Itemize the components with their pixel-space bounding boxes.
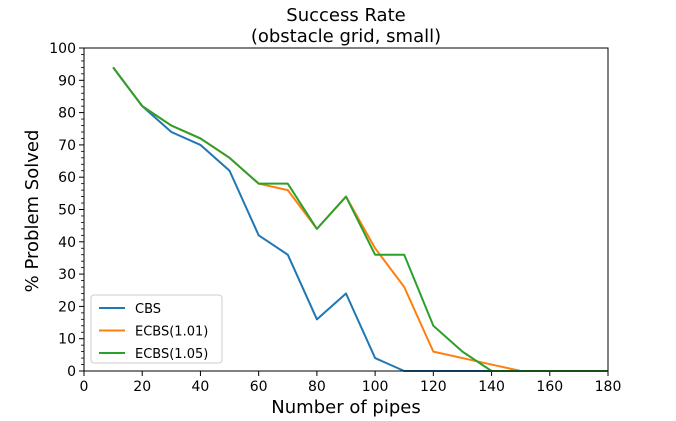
x-tick-label: 0 <box>80 379 89 395</box>
y-tick-label: 90 <box>58 73 76 89</box>
x-tick-label: 100 <box>362 379 389 395</box>
y-tick-label: 0 <box>67 364 76 380</box>
y-tick-label: 40 <box>58 235 76 251</box>
y-tick-label: 50 <box>58 203 76 219</box>
x-tick-label: 60 <box>250 379 268 395</box>
x-tick-label: 160 <box>536 379 563 395</box>
y-tick-label: 70 <box>58 138 76 154</box>
x-tick-label: 140 <box>478 379 505 395</box>
plot-frame <box>83 47 609 372</box>
x-axis-label: Number of pipes <box>271 397 420 417</box>
legend-label: ECBS(1.05) <box>135 347 208 362</box>
y-tick-label: 10 <box>58 332 76 348</box>
chart-subtitle: (obstacle grid, small) <box>251 26 441 47</box>
y-tick-label: 80 <box>58 106 76 122</box>
chart-title: Success Rate <box>286 5 405 26</box>
y-axis-label: % Problem Solved <box>22 130 43 293</box>
x-tick-label: 120 <box>420 379 447 395</box>
legend-label: CBS <box>135 302 161 317</box>
x-tick-label: 80 <box>308 379 326 395</box>
legend-label: ECBS(1.01) <box>135 325 208 340</box>
y-tick-label: 100 <box>49 41 76 57</box>
x-tick-label: 180 <box>595 379 622 395</box>
legend: CBS ECBS(1.01) ECBS(1.05) <box>90 294 223 364</box>
x-tick-label: 40 <box>192 379 210 395</box>
y-tick-label: 20 <box>58 299 76 315</box>
axis-ticks: 0 20 40 60 80 100 120 140 160 180 0 10 20 30 40 50 60 70 8… <box>49 41 621 395</box>
x-tick-label: 20 <box>133 379 151 395</box>
legend-box <box>90 294 223 364</box>
y-tick-label: 60 <box>58 170 76 186</box>
y-tick-label: 30 <box>58 267 76 283</box>
